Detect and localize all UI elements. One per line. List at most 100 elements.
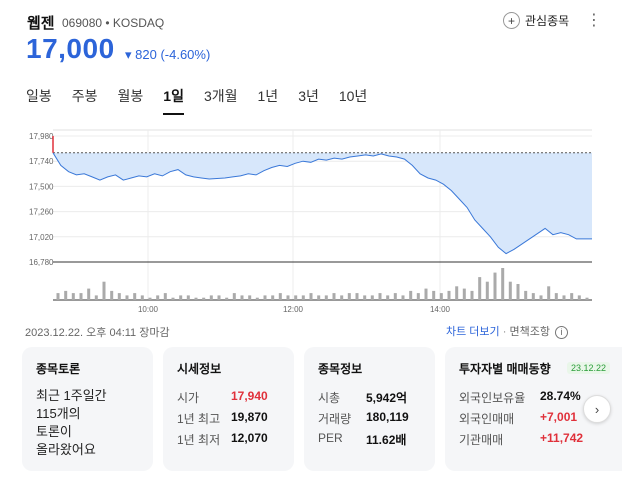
volume-bar bbox=[148, 297, 152, 300]
next-card-button[interactable]: › bbox=[583, 395, 611, 423]
volume-bar bbox=[585, 297, 589, 300]
investor-value: +11,742 bbox=[540, 431, 584, 445]
volume-bar bbox=[363, 295, 367, 300]
volume-bar bbox=[64, 290, 68, 300]
add-favorite-button[interactable]: + 관심종목 bbox=[503, 12, 569, 29]
quote-row: 시가 17,940 bbox=[177, 389, 287, 406]
investor-key: 기관매매 bbox=[459, 433, 504, 447]
volume-bar bbox=[332, 293, 336, 300]
volume-bar bbox=[255, 297, 259, 300]
investor-value: +7,001 bbox=[540, 410, 578, 424]
volume-bar bbox=[355, 293, 359, 300]
volume-bar bbox=[340, 295, 344, 300]
volume-bar bbox=[439, 293, 443, 300]
volume-bar bbox=[401, 295, 405, 300]
tab-3[interactable]: 1일 bbox=[163, 86, 184, 115]
volume-bar bbox=[570, 293, 574, 300]
volume-bar bbox=[202, 297, 206, 300]
investor-key: 외국인매매 bbox=[459, 412, 515, 426]
volume-bar bbox=[163, 293, 167, 300]
volume-bar bbox=[324, 295, 328, 300]
volume-bar bbox=[462, 288, 466, 300]
x-tick-label: 10:00 bbox=[138, 305, 159, 314]
volume-bar bbox=[393, 293, 397, 300]
investor-key: 외국인보유율 bbox=[459, 391, 526, 405]
volume-bar bbox=[278, 293, 282, 300]
y-tick-label: 17,980 bbox=[29, 132, 54, 141]
stock-info-key: PER bbox=[318, 431, 343, 445]
stock-info-row: 거래량 180,119 bbox=[318, 410, 428, 427]
forum-line: 토론이 bbox=[36, 424, 72, 439]
investor-row: 기관매매 +11,742 bbox=[459, 431, 609, 448]
chart-more-link[interactable]: 차트 더보기 bbox=[446, 326, 500, 338]
more-options-icon[interactable]: ⋮ bbox=[586, 12, 602, 29]
volume-bar bbox=[248, 295, 252, 300]
volume-bar bbox=[501, 268, 505, 300]
plus-icon: + bbox=[503, 12, 520, 29]
price-chart[interactable]: 17,980 17,740 17,500 17,260 17,020 16,780 10:0… bbox=[0, 122, 622, 322]
y-tick-label: 17,500 bbox=[29, 182, 54, 191]
volume-bar bbox=[209, 295, 213, 300]
volume-bar bbox=[110, 290, 114, 300]
stock-info-value: 11.62배 bbox=[366, 433, 407, 447]
stock-code-market: 069080 • KOSDAQ bbox=[62, 16, 165, 30]
chart-links: 차트 더보기 · 면책조항 i bbox=[446, 323, 568, 339]
volume-bar bbox=[156, 295, 160, 300]
stock-info-row: 시총 5,942억 bbox=[318, 389, 428, 406]
stock-info-key: 거래량 bbox=[318, 412, 352, 426]
forum-title: 종목토론 bbox=[36, 362, 81, 376]
price-line bbox=[52, 152, 592, 255]
stock-info-value: 5,942억 bbox=[366, 391, 408, 405]
x-tick-label: 12:00 bbox=[283, 305, 304, 314]
y-tick-label: 17,260 bbox=[29, 208, 54, 217]
volume-bar bbox=[347, 293, 351, 300]
info-icon[interactable]: i bbox=[555, 326, 568, 339]
stock-info-card[interactable]: 종목정보 시총 5,942억 거래량 180,119 PER 11.62배 bbox=[304, 347, 435, 471]
volume-bar bbox=[386, 295, 390, 300]
volume-bar bbox=[294, 295, 298, 300]
tab-2[interactable]: 월봉 bbox=[117, 88, 144, 104]
volume-bar bbox=[524, 290, 528, 300]
volume-bar bbox=[554, 293, 558, 300]
forum-card[interactable]: 종목토론 최근 1주일간 115개의 토론이 올라왔어요 bbox=[22, 347, 153, 471]
forum-line: 115개의 bbox=[36, 406, 81, 421]
chevron-right-icon: › bbox=[594, 401, 600, 417]
tab-5[interactable]: 1년 bbox=[257, 88, 279, 104]
volume-bar bbox=[125, 295, 129, 300]
volume-bar bbox=[79, 293, 83, 300]
source-link[interactable]: 면책조항 bbox=[509, 326, 550, 338]
quote-row: 1년 최저 12,070 bbox=[177, 431, 287, 448]
favorite-label: 관심종목 bbox=[525, 14, 570, 28]
price-change: ▾ 820 (-4.60%) bbox=[125, 47, 211, 62]
volume-bar bbox=[171, 297, 175, 300]
tab-0[interactable]: 일봉 bbox=[26, 88, 52, 104]
volume-bar bbox=[493, 272, 497, 300]
stock-info-title: 종목정보 bbox=[318, 362, 363, 376]
volume-bar bbox=[470, 290, 474, 300]
quote-title: 시세정보 bbox=[177, 362, 222, 376]
forum-body: 최근 1주일간 115개의 토론이 올라왔어요 bbox=[36, 387, 107, 459]
volume-bar bbox=[271, 295, 275, 300]
volume-bar bbox=[370, 295, 374, 300]
volume-bar bbox=[186, 295, 190, 300]
stock-code: 069080 bbox=[62, 16, 103, 30]
x-tick-label: 14:00 bbox=[430, 305, 451, 314]
quote-key: 1년 최저 bbox=[177, 433, 221, 447]
volume-bar bbox=[562, 295, 566, 300]
volume-bar bbox=[133, 293, 137, 300]
tab-7[interactable]: 10년 bbox=[338, 88, 368, 104]
investor-row: 외국인매매 +7,001 bbox=[459, 410, 609, 427]
volume-bar bbox=[102, 281, 106, 300]
quote-key: 시가 bbox=[177, 391, 200, 405]
volume-bar bbox=[577, 295, 581, 300]
tab-4[interactable]: 3개월 bbox=[203, 88, 238, 104]
volume-bar bbox=[447, 290, 451, 300]
volume-bar bbox=[140, 295, 144, 300]
tab-1[interactable]: 주봉 bbox=[71, 88, 98, 104]
volume-bar bbox=[87, 288, 91, 300]
volume-bar bbox=[516, 284, 520, 300]
volume-bar bbox=[531, 293, 535, 300]
volume-bar bbox=[309, 293, 313, 300]
tab-6[interactable]: 3년 bbox=[298, 88, 319, 104]
quote-card[interactable]: 시세정보 시가 17,940 1년 최고 19,870 1년 최저 12,070 bbox=[163, 347, 294, 471]
